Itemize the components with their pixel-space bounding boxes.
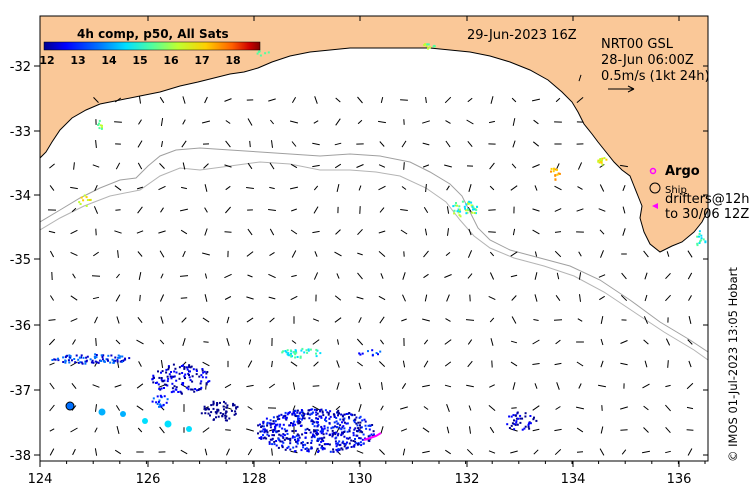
argo-label: Argo	[665, 164, 700, 179]
drifter-symbol	[652, 203, 658, 209]
lon-tick-label: 128	[242, 472, 267, 487]
drifter-track	[363, 432, 382, 441]
latitude-axis: -32 -33 -34 -35 -36 -37 -38	[10, 60, 708, 464]
ship-label: Ship	[665, 185, 687, 196]
lon-tick-label: 132	[455, 472, 480, 487]
colorbar: 4h comp, p50, All Sats 12 13 14 15 16 17 18	[39, 27, 261, 67]
colorbar-tick: 15	[132, 54, 147, 67]
drifters-label-1: drifters@12h	[665, 192, 750, 207]
argo-floats	[65, 401, 192, 432]
colorbar-tick: 13	[70, 54, 85, 67]
slope-contour	[40, 161, 708, 361]
colorbar-tick: 14	[101, 54, 117, 67]
current-product: NRT00 GSL	[601, 37, 674, 52]
drifters-label-2: to 30/06 12Z	[665, 207, 749, 222]
lat-tick-label: -35	[10, 253, 31, 268]
colorbar-tick: 17	[194, 54, 209, 67]
lon-tick-label: 130	[348, 472, 373, 487]
shelf-contour	[40, 147, 708, 353]
lon-tick-label: 124	[28, 472, 53, 487]
lon-tick-label: 126	[136, 472, 161, 487]
lon-tick-label: 136	[667, 472, 692, 487]
land-australia	[40, 16, 708, 253]
lat-tick-label: -32	[10, 60, 31, 75]
current-scale-label: 0.5m/s (1kt 24h)	[601, 69, 710, 84]
colorbar-tick: 16	[163, 54, 179, 67]
colorbar-tick: 18	[225, 54, 240, 67]
scale-arrow	[608, 85, 635, 93]
ship-symbol	[649, 182, 661, 194]
map-title: 29-Jun-2023 16Z	[467, 28, 577, 43]
map-frame	[39, 15, 709, 462]
current-arrows	[47, 74, 694, 456]
imos-credit: © IMOS 01-Jul-2023 13:05 Hobart	[726, 267, 740, 462]
longitude-axis: 124 126 128 130 132 134 136	[28, 16, 706, 487]
sst-observations	[51, 43, 707, 453]
colorbar-tick: 12	[39, 54, 54, 67]
lon-tick-label: 134	[561, 472, 586, 487]
lat-tick-label: -38	[10, 449, 31, 464]
lat-tick-label: -33	[10, 125, 31, 140]
lat-tick-label: -34	[10, 189, 31, 204]
argo-symbol	[649, 167, 657, 175]
colorbar-title: 4h comp, p50, All Sats	[77, 27, 229, 41]
legend: Argo Ship drifters@12h to 30/06 12Z	[649, 164, 750, 222]
lat-tick-label: -37	[10, 384, 31, 399]
current-time: 28-Jun 06:00Z	[601, 53, 694, 68]
lat-tick-label: -36	[10, 319, 31, 334]
